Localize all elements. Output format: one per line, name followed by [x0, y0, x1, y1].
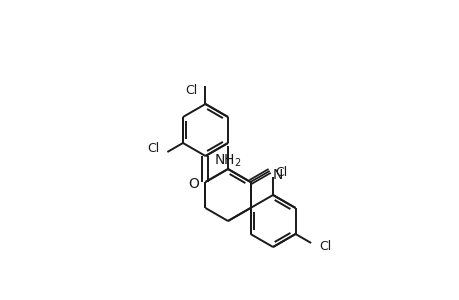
Text: Cl: Cl — [185, 83, 197, 97]
Text: NH$_2$: NH$_2$ — [214, 153, 241, 169]
Text: Cl: Cl — [319, 241, 330, 254]
Text: O: O — [188, 177, 198, 191]
Text: N: N — [272, 168, 282, 182]
Text: Cl: Cl — [147, 142, 159, 154]
Text: Cl: Cl — [274, 167, 286, 179]
